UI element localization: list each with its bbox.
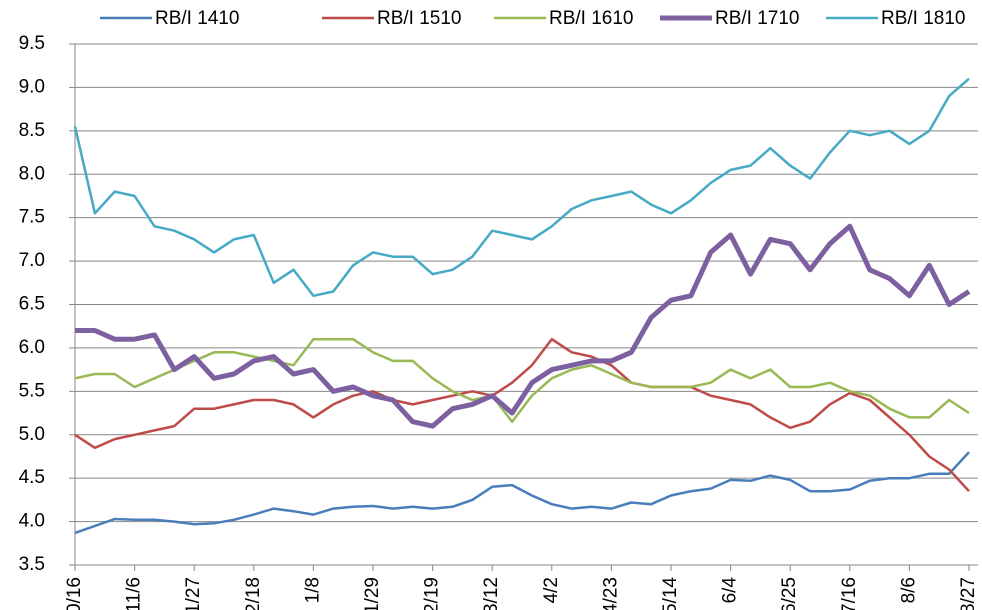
x-tick-label: 3/12 (481, 577, 502, 610)
y-tick-label: 5.5 (19, 380, 45, 401)
legend-label: RB/I 1710 (715, 8, 800, 29)
y-tick-label: 4.0 (19, 511, 45, 532)
y-tick-label: 6.0 (19, 337, 45, 358)
x-tick-label: 11/6 (124, 577, 145, 610)
y-tick-label: 9.0 (19, 76, 45, 97)
y-tick-label: 3.5 (19, 554, 45, 575)
x-tick-label: 6/4 (720, 577, 741, 604)
series-line (75, 223, 971, 429)
y-tick-label: 8.0 (19, 163, 45, 184)
y-tick-label: 4.5 (19, 467, 45, 488)
x-tick-label: 2/19 (422, 577, 443, 610)
y-tick-label: 6.5 (19, 294, 45, 315)
series-line (74, 451, 970, 535)
x-tick-label: 4/2 (541, 577, 562, 603)
series-line (74, 337, 970, 423)
y-tick-label: 7.5 (19, 207, 45, 228)
x-tick-label: 7/16 (839, 577, 860, 610)
legend-label: RB/I 1810 (881, 8, 966, 29)
x-tick-label: 5/14 (660, 577, 681, 610)
legend-label: RB/I 1510 (377, 8, 462, 29)
x-tick-label: 4/23 (600, 577, 621, 610)
x-tick-label: 1/8 (302, 577, 323, 603)
x-tick-label: 6/25 (779, 577, 800, 610)
series-line (73, 77, 970, 298)
y-tick-label: 5.0 (19, 424, 45, 445)
legend-label: RB/I 1610 (549, 8, 634, 29)
x-tick-label: 8/6 (898, 577, 919, 603)
y-tick-label: 7.0 (19, 250, 45, 271)
legend-label: RB/I 1410 (155, 8, 240, 29)
x-tick-label: 11/27 (183, 577, 204, 610)
y-tick-label: 9.5 (19, 33, 45, 54)
y-tick-label: 8.5 (19, 120, 45, 141)
x-tick-label: 10/16 (64, 577, 85, 610)
x-tick-label: 8/27 (958, 577, 979, 610)
series-line (74, 337, 970, 493)
x-tick-label: 12/18 (243, 577, 264, 610)
x-tick-label: 1/29 (362, 577, 383, 610)
